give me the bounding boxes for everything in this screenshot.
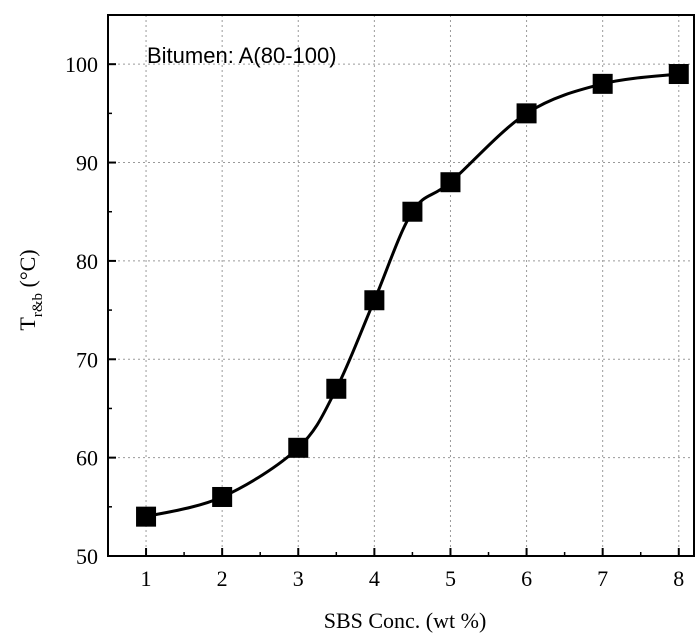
x-tick-label: 7 <box>597 566 608 591</box>
data-point <box>364 290 385 311</box>
plot-frame <box>107 14 695 557</box>
x-tick-label: 4 <box>369 566 380 591</box>
data-point <box>402 201 423 222</box>
data-point <box>592 73 613 94</box>
y-tick-label: 90 <box>76 151 98 176</box>
series-markers <box>136 64 689 527</box>
data-point <box>136 506 157 527</box>
x-tick-label: 2 <box>217 566 228 591</box>
y-tick-label: 100 <box>65 52 98 77</box>
x-tick-label: 8 <box>673 566 684 591</box>
y-axis-title-sub: r&b <box>30 293 46 317</box>
data-point <box>326 378 347 399</box>
y-tick-label: 80 <box>76 249 98 274</box>
grid <box>108 15 694 556</box>
data-point <box>288 437 309 458</box>
y-tick-label: 50 <box>76 544 98 569</box>
series-line <box>145 72 679 519</box>
data-point <box>516 103 537 124</box>
x-tick-label: 3 <box>293 566 304 591</box>
x-tick-label: 6 <box>521 566 532 591</box>
y-axis-title-main: T <box>15 317 40 331</box>
data-point <box>668 64 689 85</box>
data-point <box>440 172 461 193</box>
data-point <box>212 486 233 507</box>
y-axis-title-unit: (°C) <box>15 249 40 293</box>
y-tick-label: 70 <box>76 347 98 372</box>
y-axis-title: Tr&b (°C) <box>15 249 46 330</box>
x-tick-label: 5 <box>445 566 456 591</box>
x-tick-label: 1 <box>141 566 152 591</box>
x-axis-title: SBS Conc. (wt %) <box>324 608 487 633</box>
chart-annotation: Bitumen: A(80-100) <box>147 43 337 68</box>
tick-labels: 1 2 3 4 5 6 7 8 50 60 70 80 90 100 <box>65 52 684 591</box>
axis-ticks <box>108 63 680 557</box>
y-tick-label: 60 <box>76 446 98 471</box>
